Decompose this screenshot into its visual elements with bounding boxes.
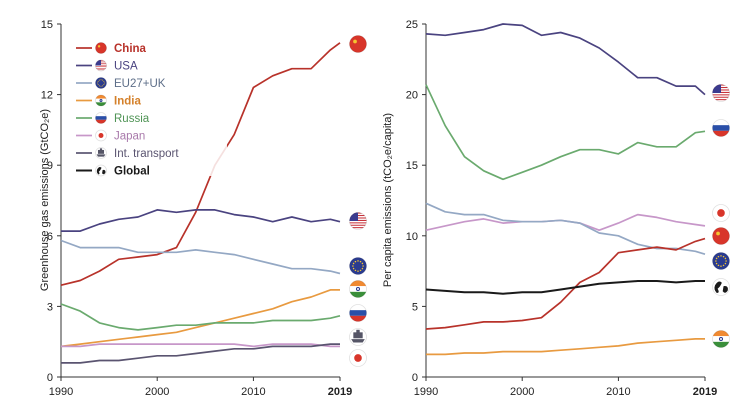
y-tick-label: 0: [412, 372, 418, 384]
legend-item-russia: Russia: [76, 112, 150, 125]
usa-flag-icon: [349, 212, 367, 230]
usa-flag-icon: [95, 59, 107, 72]
india-flag-icon: [95, 94, 107, 107]
series-line-russia: [425, 84, 706, 181]
x-tick-label: 2019: [693, 386, 717, 398]
chart-panel-1: 0 3 6 9 12 15 1990 2000 2010 2019 Greenhouse gas e…: [39, 19, 367, 398]
japan-flag-icon: [349, 349, 367, 367]
series-line-japan: [425, 213, 706, 232]
japan-flag-icon: [712, 204, 730, 222]
legend-item-global: Global: [76, 164, 150, 178]
series-line-india: [60, 289, 340, 348]
series-line-eu27-uk: [425, 202, 706, 256]
usa-flag-icon: [712, 84, 730, 102]
legend-label: China: [114, 43, 147, 55]
x-tick-label: 2000: [145, 386, 169, 398]
china-flag-icon: [95, 42, 107, 54]
y-tick-label: 10: [406, 231, 418, 243]
legend-item-usa: USA: [76, 59, 138, 73]
y-tick-label: 9: [47, 160, 53, 172]
series-line-china: [60, 42, 341, 287]
legend-item-eu27-uk: EU27+UK: [76, 77, 166, 90]
x-tick-label: 2019: [328, 386, 352, 398]
globe-icon: [712, 278, 730, 296]
series-line-int-transport: [61, 343, 340, 364]
series-line-global: [425, 280, 705, 295]
series-line-eu27-uk: [60, 239, 341, 275]
y-tick-label: 15: [41, 19, 53, 31]
china-flag-icon: [349, 35, 367, 53]
eu-flag-icon: [95, 77, 107, 89]
japan-flag-icon: [95, 129, 107, 142]
x-tick-label: 1990: [414, 386, 438, 398]
y-axis-label: Per capita emissions (tCO₂e/capita): [382, 113, 394, 287]
legend-box: [70, 36, 227, 176]
x-tick-label: 2000: [510, 386, 534, 398]
legend: China USA EU27+UK India Russia Japan Int. tran…: [70, 36, 227, 178]
x-tick-label: 2010: [606, 386, 630, 398]
chart-panel-2: 0 5 10 15 20 25 1990 2000 2010 2019 Per capita emi…: [382, 19, 730, 398]
legend-label: Russia: [114, 113, 150, 125]
legend-item-india: India: [76, 94, 141, 108]
y-tick-label: 3: [47, 301, 53, 313]
y-axis-label: Greenhouse gas emissions (GtCO₂e): [39, 109, 51, 291]
russia-flag-icon: [712, 119, 730, 137]
legend-label: EU27+UK: [114, 78, 166, 90]
legend-label: India: [114, 96, 141, 108]
series-line-japan: [61, 343, 340, 348]
russia-flag-icon: [95, 112, 107, 124]
russia-flag-icon: [349, 304, 367, 322]
legend-label: Int. transport: [114, 148, 179, 160]
globe-icon: [95, 164, 107, 177]
series-line-russia: [60, 303, 341, 331]
china-flag-icon: [712, 227, 730, 245]
x-tick-label: 2010: [241, 386, 265, 398]
india-flag-icon: [712, 330, 730, 348]
eu-flag-icon: [712, 252, 730, 270]
series-line-usa: [425, 23, 706, 96]
series-line-usa: [61, 209, 341, 232]
y-tick-label: 25: [406, 19, 418, 31]
series-line-china: [425, 237, 706, 330]
x-tick-label: 1990: [49, 386, 73, 398]
legend-item-int-transport: Int. transport: [76, 147, 179, 160]
ship-icon: [95, 147, 107, 159]
legend-label: Global: [114, 166, 150, 178]
ship-icon: [349, 328, 367, 346]
series-line-india: [426, 338, 705, 356]
legend-label: USA: [114, 61, 138, 73]
india-flag-icon: [349, 280, 367, 298]
eu-flag-icon: [349, 257, 367, 275]
y-tick-label: 6: [47, 231, 53, 243]
y-tick-label: 5: [412, 301, 418, 313]
legend-item-japan: Japan: [76, 129, 145, 143]
y-tick-label: 12: [41, 90, 53, 102]
y-tick-label: 15: [406, 160, 418, 172]
legend-item-china: China: [76, 42, 147, 55]
y-tick-label: 0: [47, 372, 53, 384]
legend-label: Japan: [114, 131, 145, 143]
y-tick-label: 20: [406, 90, 418, 102]
